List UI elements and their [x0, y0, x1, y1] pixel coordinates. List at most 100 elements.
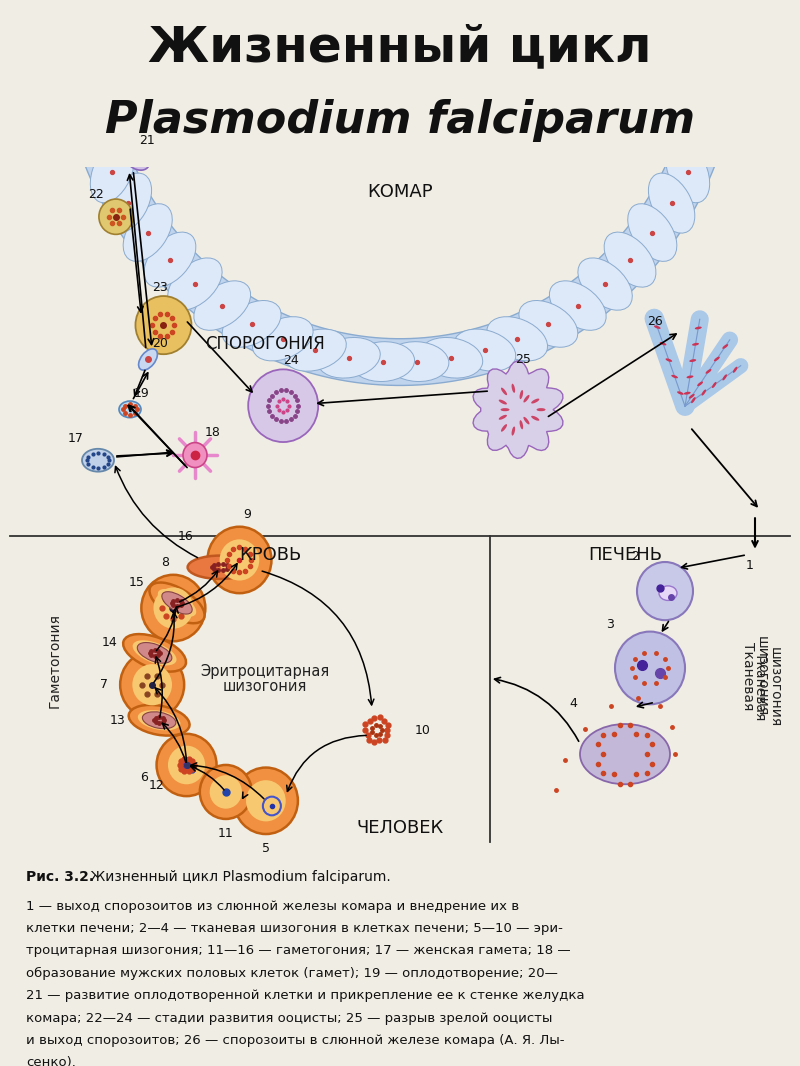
Ellipse shape — [660, 342, 666, 345]
Ellipse shape — [194, 280, 250, 330]
Text: 2: 2 — [631, 550, 639, 563]
Ellipse shape — [253, 317, 313, 361]
Text: 24: 24 — [283, 354, 299, 367]
Text: 26: 26 — [647, 316, 663, 328]
Text: троцитарная шизогония; 11—16 — гаметогония; 17 — женская гамета; 18 —: троцитарная шизогония; 11—16 — гаметогон… — [26, 944, 571, 957]
Ellipse shape — [119, 401, 141, 418]
Circle shape — [220, 539, 259, 581]
Text: 7: 7 — [100, 678, 108, 691]
Ellipse shape — [604, 232, 656, 287]
Circle shape — [120, 651, 184, 718]
Ellipse shape — [82, 449, 114, 471]
Ellipse shape — [519, 301, 578, 348]
Ellipse shape — [386, 342, 449, 382]
Circle shape — [200, 765, 252, 819]
Text: 22: 22 — [88, 188, 104, 201]
Text: 8: 8 — [162, 555, 170, 569]
Ellipse shape — [628, 204, 677, 261]
Ellipse shape — [125, 149, 150, 171]
Circle shape — [168, 745, 205, 785]
Ellipse shape — [158, 589, 196, 617]
Ellipse shape — [519, 420, 523, 430]
Ellipse shape — [138, 349, 158, 370]
Text: 17: 17 — [68, 432, 84, 445]
Ellipse shape — [695, 326, 702, 329]
Text: шизогония: шизогония — [768, 646, 782, 727]
Text: 4: 4 — [569, 697, 577, 710]
Ellipse shape — [733, 367, 738, 373]
Text: ЧЕЛОВЕК: ЧЕЛОВЕК — [356, 820, 444, 837]
Ellipse shape — [144, 232, 196, 287]
Ellipse shape — [523, 394, 530, 403]
Ellipse shape — [351, 342, 414, 382]
Text: 14: 14 — [102, 636, 118, 649]
Ellipse shape — [671, 375, 678, 378]
Ellipse shape — [531, 399, 539, 404]
Ellipse shape — [129, 705, 190, 736]
Ellipse shape — [123, 634, 186, 672]
Ellipse shape — [501, 408, 510, 411]
Text: 3: 3 — [606, 618, 614, 631]
Text: Рис. 3.2.: Рис. 3.2. — [26, 870, 94, 884]
Ellipse shape — [706, 369, 711, 374]
Circle shape — [207, 527, 271, 593]
Text: 25: 25 — [515, 353, 531, 366]
Ellipse shape — [133, 641, 177, 665]
Ellipse shape — [498, 400, 507, 404]
Ellipse shape — [90, 141, 134, 203]
Ellipse shape — [222, 301, 281, 348]
Ellipse shape — [580, 724, 670, 785]
Ellipse shape — [654, 325, 661, 329]
Ellipse shape — [501, 388, 507, 395]
Ellipse shape — [318, 338, 380, 378]
Ellipse shape — [722, 374, 727, 381]
Ellipse shape — [150, 582, 205, 624]
Text: Plasmodium falciparum: Plasmodium falciparum — [105, 99, 695, 142]
Ellipse shape — [531, 416, 539, 421]
Text: 12: 12 — [149, 779, 165, 792]
Text: 10: 10 — [415, 724, 431, 737]
Text: 13: 13 — [110, 714, 125, 727]
Ellipse shape — [677, 391, 684, 394]
Ellipse shape — [684, 392, 690, 394]
Ellipse shape — [702, 389, 706, 395]
Ellipse shape — [691, 397, 696, 403]
Circle shape — [142, 575, 206, 642]
Ellipse shape — [666, 141, 710, 203]
Text: 15: 15 — [129, 576, 145, 588]
Ellipse shape — [284, 329, 346, 371]
Text: ПЕЧЕНЬ: ПЕЧЕНЬ — [588, 547, 662, 564]
Polygon shape — [473, 361, 563, 458]
Circle shape — [135, 296, 191, 354]
Text: шизогония: шизогония — [755, 636, 769, 716]
Ellipse shape — [649, 173, 694, 233]
Ellipse shape — [659, 586, 677, 600]
Text: 1 — выход спорозоитов из слюнной железы комара и внедрение их в: 1 — выход спорозоитов из слюнной железы … — [26, 900, 519, 912]
Ellipse shape — [162, 592, 192, 614]
Ellipse shape — [142, 712, 176, 729]
Text: 16: 16 — [178, 530, 193, 543]
Text: 19: 19 — [134, 387, 150, 400]
Circle shape — [154, 587, 193, 629]
Circle shape — [234, 768, 298, 834]
Text: СПОРОГОНИЯ: СПОРОГОНИЯ — [205, 335, 325, 353]
Ellipse shape — [686, 375, 694, 378]
Text: 1: 1 — [746, 560, 754, 572]
Text: Тканевая: Тканевая — [753, 652, 767, 721]
Ellipse shape — [498, 415, 507, 420]
Ellipse shape — [712, 382, 717, 388]
Ellipse shape — [511, 426, 515, 436]
Ellipse shape — [420, 338, 482, 378]
Text: клетки печени; 2—4 — тканевая шизогония в клетках печени; 5—10 — эри-: клетки печени; 2—4 — тканевая шизогония … — [26, 922, 563, 935]
Text: КРОВЬ: КРОВЬ — [239, 547, 301, 564]
Ellipse shape — [537, 408, 546, 411]
Ellipse shape — [454, 329, 516, 371]
Ellipse shape — [138, 710, 181, 730]
Circle shape — [248, 369, 318, 442]
Text: 23: 23 — [153, 280, 168, 294]
Ellipse shape — [106, 173, 151, 233]
Text: 21: 21 — [139, 134, 155, 147]
Circle shape — [615, 631, 685, 705]
Circle shape — [637, 562, 693, 620]
Ellipse shape — [511, 384, 515, 393]
